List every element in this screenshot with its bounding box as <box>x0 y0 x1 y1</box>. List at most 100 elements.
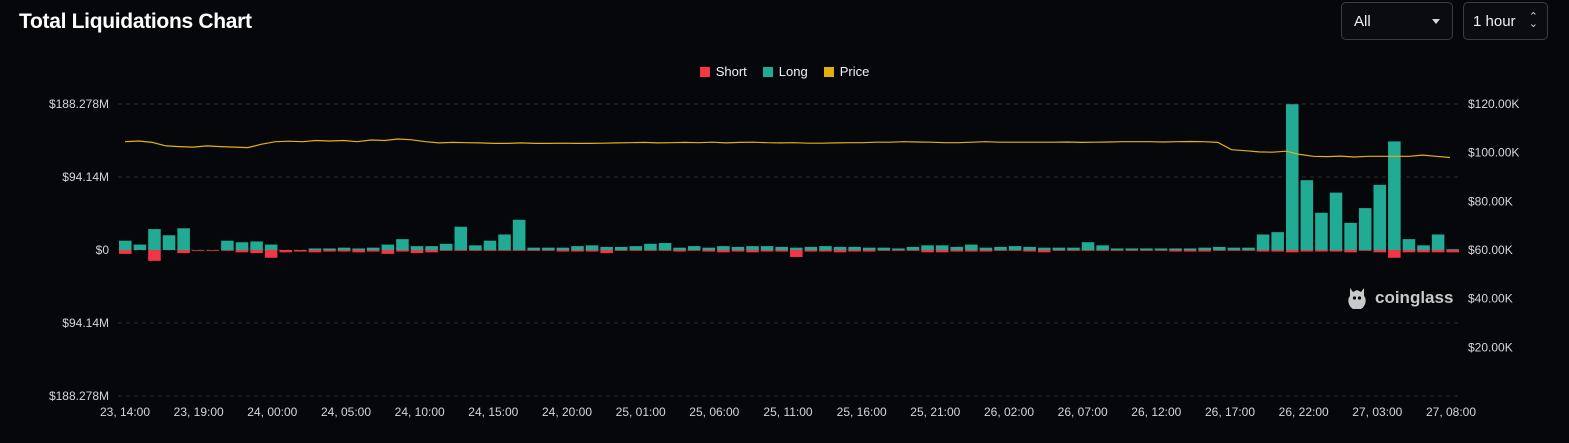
short-bar <box>556 250 570 252</box>
long-bar <box>979 247 993 250</box>
x-tick-label: 24, 05:00 <box>321 405 371 419</box>
long-bar <box>1081 242 1095 250</box>
long-bar <box>1271 232 1284 250</box>
long-bar <box>556 247 570 250</box>
short-bar <box>366 250 380 252</box>
price-line <box>124 138 1451 159</box>
x-tick-label: 24, 00:00 <box>247 405 297 419</box>
exchange-filter-value: All <box>1354 12 1371 30</box>
y-right-tick-label: $80.00K <box>1468 194 1513 208</box>
short-bar <box>1315 250 1328 252</box>
interval-value: 1 hour <box>1473 12 1516 30</box>
legend-item-price[interactable]: Price <box>823 64 869 79</box>
long-bar <box>585 245 599 250</box>
short-bar <box>1169 250 1182 252</box>
short-bar <box>892 250 905 251</box>
short-bar <box>352 250 365 253</box>
long-bar <box>687 246 701 250</box>
long-bar <box>177 228 190 250</box>
legend-item-short[interactable]: Short <box>699 64 747 79</box>
long-bar <box>1388 141 1401 250</box>
short-bar <box>833 250 847 253</box>
exchange-filter-select[interactable]: All <box>1341 2 1453 40</box>
long-bar <box>965 244 978 250</box>
long-bar <box>921 245 934 250</box>
long-bar <box>1037 247 1051 250</box>
long-bar <box>1140 248 1153 250</box>
short-bar <box>191 250 205 251</box>
legend-swatch-price <box>823 66 834 77</box>
long-bar <box>337 247 351 250</box>
short-bar <box>760 250 774 252</box>
x-tick-label: 26, 07:00 <box>1058 405 1108 419</box>
short-bar <box>1052 250 1066 251</box>
long-bar <box>1446 249 1459 250</box>
short-bar <box>527 250 541 251</box>
y-right-tick-label: $40.00K <box>1468 292 1513 306</box>
long-bar <box>483 240 497 250</box>
short-bar <box>1373 250 1387 253</box>
short-bar <box>425 250 438 253</box>
long-bar <box>877 247 891 250</box>
long-bar <box>410 246 424 250</box>
short-bar <box>498 250 511 251</box>
long-bar <box>396 239 409 250</box>
long-bar <box>1183 248 1197 250</box>
short-bar <box>1096 250 1109 251</box>
short-bar <box>1183 250 1197 252</box>
interval-select[interactable]: 1 hour ⌃ ⌄ <box>1463 2 1548 40</box>
short-bar <box>381 250 395 254</box>
x-tick-label: 25, 21:00 <box>910 405 960 419</box>
short-bar <box>1037 250 1051 253</box>
long-bar <box>731 246 745 250</box>
short-bar <box>264 250 278 258</box>
short-bar <box>323 250 336 252</box>
long-bar <box>133 244 147 250</box>
short-bar <box>644 250 657 251</box>
short-bar <box>1431 250 1445 253</box>
short-bar <box>1300 250 1314 252</box>
long-bar <box>906 246 920 250</box>
short-bar <box>1358 250 1372 251</box>
long-bar <box>1315 212 1328 250</box>
short-bar <box>337 250 351 252</box>
long-bar <box>614 246 628 250</box>
x-tick-label: 25, 11:00 <box>763 405 812 419</box>
long-bar <box>1023 246 1036 250</box>
short-bar <box>614 250 628 251</box>
x-tick-label: 25, 01:00 <box>616 405 666 419</box>
legend-swatch-long <box>762 66 773 77</box>
bars-group <box>119 104 1459 261</box>
long-bar <box>629 246 643 250</box>
y-left-tick-label: $188.278M <box>49 97 109 111</box>
short-bar <box>1242 250 1255 251</box>
long-bar <box>264 244 278 250</box>
long-bar <box>512 219 526 250</box>
long-bar <box>1169 248 1182 250</box>
long-bar <box>439 243 453 250</box>
long-bar <box>892 248 905 250</box>
y-right-tick-label: $100.00K <box>1468 146 1519 160</box>
long-bar <box>1096 245 1109 250</box>
short-bar <box>1023 250 1036 252</box>
coinglass-logo-icon <box>1348 288 1366 309</box>
long-bar <box>717 246 730 250</box>
short-bar <box>862 250 876 252</box>
short-bar <box>935 250 949 253</box>
long-bar <box>1402 239 1416 250</box>
x-tick-label: 24, 20:00 <box>542 405 592 419</box>
short-bar <box>717 250 730 253</box>
long-bar <box>1373 184 1387 250</box>
short-bar <box>206 250 220 251</box>
long-bar <box>454 226 468 250</box>
short-bar <box>1110 250 1124 251</box>
legend-item-long[interactable]: Long <box>762 64 808 79</box>
short-bar <box>1008 250 1022 251</box>
short-bar <box>439 250 453 251</box>
x-tick-label: 25, 16:00 <box>837 405 887 419</box>
long-bar <box>148 229 161 250</box>
short-bar <box>921 250 934 253</box>
short-bar <box>1213 250 1226 251</box>
short-bar <box>1198 250 1212 252</box>
